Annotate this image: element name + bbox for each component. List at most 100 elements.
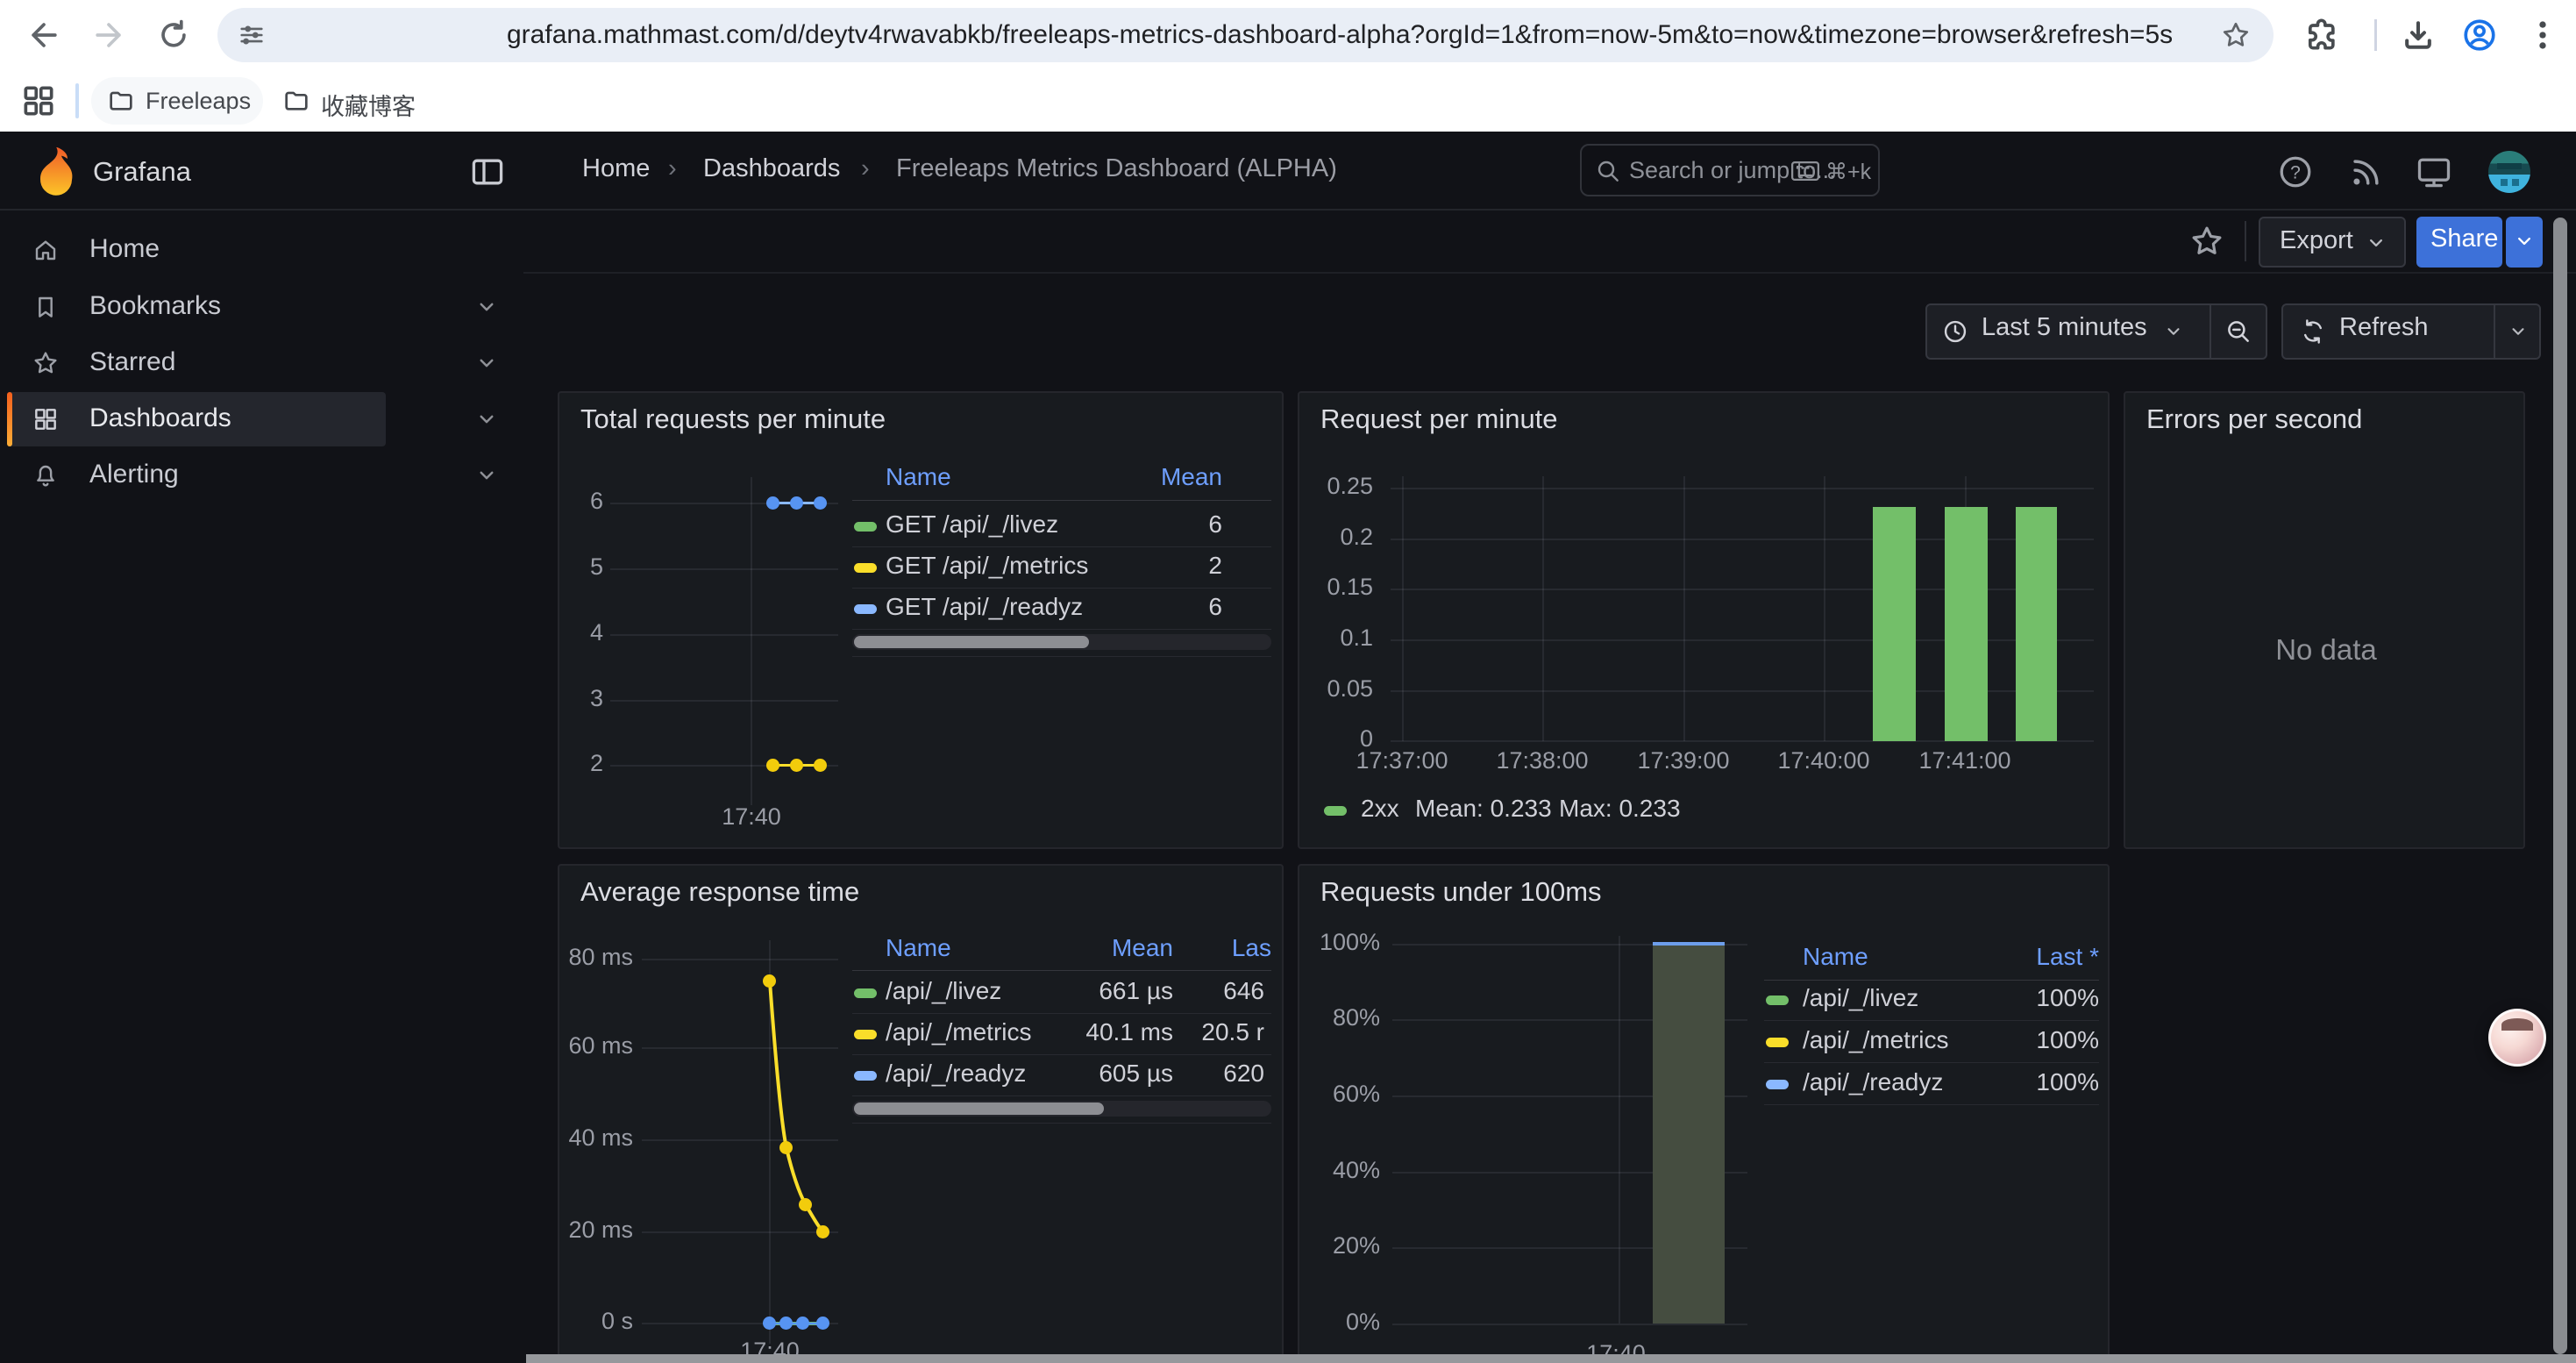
- refresh-interval-button[interactable]: [2495, 305, 2543, 358]
- legend-header-last[interactable]: Last *: [2036, 943, 2099, 971]
- legend-series-name[interactable]: GET /api/_/livez: [886, 510, 1058, 539]
- panel-requests-under-100ms[interactable]: Requests under 100ms 100% 80% 60% 40% 20…: [1298, 864, 2110, 1363]
- breadcrumb-dashboards[interactable]: Dashboards: [703, 154, 840, 183]
- legend-header-last[interactable]: Las: [1232, 934, 1271, 962]
- legend-series-mean: 40.1 ms: [1085, 1018, 1173, 1046]
- profile-button[interactable]: [2460, 16, 2499, 54]
- bookmark-folder-blogs[interactable]: 收藏博客: [274, 77, 440, 125]
- panel-title[interactable]: Total requests per minute: [580, 403, 886, 435]
- bookmark-folder-label: 收藏博客: [321, 88, 416, 122]
- user-avatar[interactable]: [2488, 151, 2530, 193]
- panel-title[interactable]: Requests under 100ms: [1320, 876, 1602, 908]
- x-tick: 17:40: [715, 803, 787, 831]
- export-label: Export: [2280, 226, 2353, 255]
- panel-request-per-minute[interactable]: Request per minute 0.25 0.2 0.15 0.1 0.0…: [1298, 391, 2110, 849]
- back-button[interactable]: [25, 16, 63, 54]
- sidebar-item-bookmarks[interactable]: Bookmarks: [0, 280, 438, 334]
- export-button[interactable]: Export: [2259, 217, 2406, 268]
- folder-icon: [282, 87, 310, 115]
- header-border: [0, 209, 2576, 211]
- apps-grid-icon: [19, 82, 58, 120]
- floating-avatar[interactable]: [2488, 1009, 2546, 1067]
- collapse-sidebar-button[interactable]: [468, 153, 507, 191]
- downloads-button[interactable]: [2399, 16, 2437, 54]
- y-tick: 80%: [1306, 1004, 1380, 1034]
- sidebar-item-label: Home: [89, 234, 160, 264]
- legend-series-name[interactable]: /api/_/livez: [1803, 984, 1918, 1012]
- refresh-label: Refresh: [2339, 313, 2429, 342]
- share-button[interactable]: Share: [2416, 217, 2502, 268]
- news-button[interactable]: [2346, 153, 2387, 193]
- chevron-down-icon[interactable]: [473, 294, 500, 320]
- horizontal-scrollbar[interactable]: [526, 1354, 2576, 1363]
- y-tick: 0.25: [1312, 473, 1373, 503]
- display-button[interactable]: [2415, 153, 2455, 193]
- legend-header-name[interactable]: Name: [1803, 943, 1868, 971]
- divider: [1764, 1020, 2099, 1021]
- help-button[interactable]: ?: [2276, 153, 2316, 193]
- panel-errors-per-second[interactable]: Errors per second No data: [2124, 391, 2525, 849]
- legend-series-name[interactable]: /api/_/readyz: [1803, 1068, 1943, 1096]
- chevron-down-icon[interactable]: [473, 350, 500, 376]
- series-swatch: [854, 522, 877, 532]
- share-menu-button[interactable]: [2506, 217, 2543, 268]
- panel-total-requests[interactable]: Total requests per minute 6 5 4 3 2 17:4…: [558, 391, 1284, 849]
- help-icon: ?: [2276, 153, 2315, 191]
- legend-header-mean[interactable]: Mean: [1112, 934, 1173, 962]
- forward-button[interactable]: [89, 16, 128, 54]
- browser-menu-button[interactable]: [2523, 16, 2562, 54]
- panel-avg-response-time[interactable]: Average response time 80 ms 60 ms 40 ms …: [558, 864, 1284, 1363]
- legend-series-name[interactable]: /api/_/readyz: [886, 1060, 1026, 1088]
- sidebar-item-alerting[interactable]: Alerting: [0, 448, 438, 503]
- refresh-button[interactable]: Refresh: [2283, 305, 2494, 358]
- bookmarks-bar: Freeleaps 收藏博客: [0, 70, 2576, 132]
- sidebar-item-starred[interactable]: Starred: [0, 336, 438, 390]
- zoom-out-time-button[interactable]: [2211, 305, 2267, 358]
- zoom-out-icon: [2224, 317, 2253, 346]
- sidebar-item-home[interactable]: Home: [0, 223, 438, 277]
- side-panel-button[interactable]: [19, 82, 58, 120]
- vertical-scrollbar[interactable]: [2553, 218, 2567, 1354]
- bar-2xx: [1945, 507, 1988, 741]
- legend-series-name[interactable]: /api/_/metrics: [886, 1018, 1032, 1046]
- divider: [1764, 1104, 2099, 1105]
- chevron-down-icon[interactable]: [473, 406, 500, 432]
- legend-header-name[interactable]: Name: [886, 934, 951, 962]
- bookmark-star-icon[interactable]: [2220, 19, 2252, 51]
- url-text: grafana.mathmast.com/d/deytv4rwavabkb/fr…: [507, 20, 2173, 50]
- extensions-button[interactable]: [2302, 16, 2341, 54]
- site-settings-icon[interactable]: [237, 20, 267, 50]
- address-bar[interactable]: grafana.mathmast.com/d/deytv4rwavabkb/fr…: [217, 8, 2274, 62]
- legend-series-value: 2: [1208, 552, 1222, 580]
- legend-series-name[interactable]: /api/_/livez: [886, 977, 1001, 1005]
- time-range-picker[interactable]: Last 5 minutes: [1927, 305, 2210, 358]
- legend-scrollbar-thumb[interactable]: [854, 1103, 1104, 1115]
- avatar-hair: [2501, 1018, 2533, 1031]
- sidebar-item-dashboards[interactable]: Dashboards: [0, 392, 438, 446]
- legend-header-name[interactable]: Name: [886, 463, 951, 491]
- legend-series-last: 20.5 r: [1201, 1018, 1264, 1046]
- favorite-dashboard-star-icon[interactable]: [2188, 223, 2225, 260]
- legend-table: Name Mean GET /api/_/livez 6 GET /api/_/…: [852, 461, 1271, 672]
- gridline: [751, 477, 752, 805]
- legend-header-mean[interactable]: Mean: [1161, 463, 1222, 491]
- legend-series-value: 6: [1208, 593, 1222, 621]
- star-icon: [32, 349, 60, 377]
- search-input[interactable]: Search or jump to... ⌘+k: [1580, 144, 1880, 196]
- chevron-down-icon[interactable]: [473, 462, 500, 489]
- reload-button[interactable]: [154, 16, 193, 54]
- breadcrumb-home[interactable]: Home: [582, 154, 650, 183]
- breadcrumb-current: Freeleaps Metrics Dashboard (ALPHA): [896, 154, 1337, 183]
- panel-title[interactable]: Request per minute: [1320, 403, 1558, 435]
- panel-title[interactable]: Errors per second: [2146, 403, 2362, 435]
- legend-series-name[interactable]: 2xx: [1361, 795, 1399, 823]
- legend-series-name[interactable]: /api/_/metrics: [1803, 1026, 1949, 1054]
- legend-scrollbar-thumb[interactable]: [854, 636, 1089, 648]
- legend-series-name[interactable]: GET /api/_/metrics: [886, 552, 1088, 580]
- legend-series-name[interactable]: GET /api/_/readyz: [886, 593, 1083, 621]
- search-icon: [1594, 157, 1622, 185]
- area-top-line: [1653, 942, 1725, 946]
- series-dot: [763, 974, 776, 988]
- series-swatch: [854, 1071, 877, 1081]
- bookmark-folder-freeleaps[interactable]: Freeleaps: [91, 77, 263, 125]
